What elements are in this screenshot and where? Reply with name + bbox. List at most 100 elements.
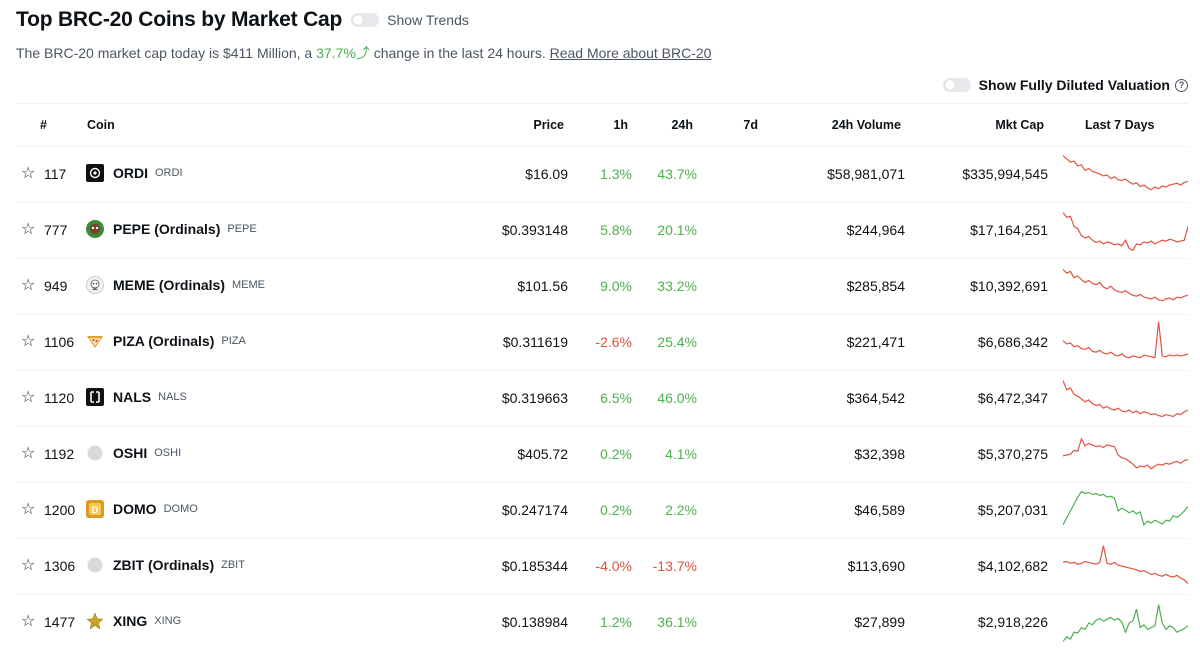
col-7d[interactable]: 7d — [743, 118, 758, 132]
page-title: Top BRC-20 Coins by Market Cap — [16, 8, 343, 31]
coin-logo-icon — [86, 388, 104, 406]
coin-name: OSHI — [113, 445, 148, 461]
coin-name: NALS — [113, 389, 152, 405]
sparkline-line — [1063, 155, 1188, 191]
coin-change-1h: -2.6% — [595, 334, 632, 350]
coin-change-24h: 20.1% — [657, 222, 697, 238]
coin-change-24h: 33.2% — [657, 278, 697, 294]
coin-market-cap: $10,392,691 — [970, 278, 1048, 294]
star-icon[interactable]: ☆ — [21, 277, 36, 294]
col-coin[interactable]: Coin — [87, 118, 115, 132]
coin-name: PEPE (Ordinals) — [113, 221, 221, 237]
coin-market-cap: $2,918,226 — [977, 614, 1048, 630]
coin-change-1h: 5.8% — [600, 222, 632, 238]
col-rank[interactable]: # — [40, 118, 47, 132]
col-last-7-days: Last 7 Days — [1085, 118, 1155, 132]
col-mkt-cap[interactable]: Mkt Cap — [995, 118, 1044, 132]
star-icon[interactable]: ☆ — [21, 613, 36, 630]
coin-rank: 1106 — [44, 334, 75, 350]
coin-change-24h: 46.0% — [657, 390, 697, 406]
coin-price: $0.311619 — [502, 334, 568, 350]
coin-symbol: MEME — [232, 279, 266, 291]
coin-link[interactable]: XING XING — [86, 612, 181, 630]
table-row[interactable]: ☆ 1106 PIZA (Ordinals) PIZA $0.311619 -2.6% 25… — [16, 314, 1188, 370]
coin-market-cap: $5,207,031 — [977, 502, 1048, 518]
coin-symbol: PEPE — [227, 223, 257, 235]
coin-24h-volume: $32,398 — [854, 446, 905, 462]
sparkline-chart — [1063, 490, 1188, 526]
coin-symbol: PIZA — [221, 335, 246, 347]
coin-24h-volume: $364,542 — [846, 390, 905, 406]
star-icon[interactable]: ☆ — [21, 445, 36, 462]
coin-change-24h: 2.2% — [665, 502, 697, 518]
coin-market-cap: $335,994,545 — [962, 166, 1048, 182]
coin-change-1h: -4.0% — [595, 558, 632, 574]
summary-change-pct: 37.7%⤴ — [316, 45, 370, 61]
coin-logo-icon — [86, 164, 104, 182]
coin-24h-volume: $244,964 — [846, 222, 905, 238]
table-header-row: # Coin Price 1h 24h 7d 24h Volume Mkt Ca… — [16, 103, 1188, 146]
coin-link[interactable]: PIZA (Ordinals) PIZA — [86, 332, 246, 350]
table-row[interactable]: ☆ 1477 XING XING $0.138984 1.2% 36.1% $27,899 $2… — [16, 594, 1188, 650]
coin-market-cap: $6,686,342 — [977, 334, 1048, 350]
coin-price: $101.56 — [517, 278, 568, 294]
star-icon[interactable]: ☆ — [21, 165, 36, 182]
coin-symbol: DOMO — [163, 503, 198, 515]
coin-link[interactable]: ZBIT (Ordinals) ZBIT — [86, 556, 245, 574]
sparkline-chart — [1063, 212, 1188, 252]
help-icon[interactable]: ? — [1175, 78, 1188, 92]
coin-link[interactable]: ORDI ORDI — [86, 164, 183, 182]
coin-link[interactable]: PEPE (Ordinals) PEPE — [86, 220, 257, 238]
coin-link[interactable]: MEME (Ordinals) MEME — [86, 276, 265, 294]
star-icon[interactable]: ☆ — [21, 333, 36, 350]
col-24h[interactable]: 24h — [671, 118, 693, 132]
coin-link[interactable]: OSHI OSHI — [86, 444, 181, 462]
coin-symbol: ORDI — [155, 167, 183, 179]
coin-logo-icon — [86, 612, 104, 630]
star-icon[interactable]: ☆ — [21, 557, 36, 574]
show-trends-toggle[interactable] — [351, 13, 380, 27]
coin-rank: 1200 — [44, 502, 76, 518]
coin-change-24h: 43.7% — [657, 166, 697, 182]
sparkline-line — [1063, 321, 1188, 359]
sparkline-line — [1063, 380, 1188, 418]
star-icon[interactable]: ☆ — [21, 221, 36, 238]
summary-prefix: The BRC-20 market cap today is $411 Mill… — [16, 45, 313, 61]
table-row[interactable]: ☆ 949 MEME (Ordinals) MEME $101.56 9.0% 33.2% $… — [16, 258, 1188, 314]
coin-change-24h: -13.7% — [652, 558, 697, 574]
coins-table: # Coin Price 1h 24h 7d 24h Volume Mkt Ca… — [16, 103, 1188, 650]
col-24h-volume[interactable]: 24h Volume — [831, 118, 901, 132]
fdv-label: Show Fully Diluted Valuation — [978, 77, 1170, 93]
coin-market-cap: $17,164,251 — [970, 222, 1048, 238]
coin-name: ZBIT (Ordinals) — [113, 557, 215, 573]
star-icon[interactable]: ☆ — [21, 389, 36, 406]
coin-name: ORDI — [113, 165, 148, 181]
fdv-control: Show Fully Diluted Valuation ? — [942, 77, 1188, 93]
coin-logo-icon — [86, 276, 104, 294]
coin-change-24h: 4.1% — [665, 446, 697, 462]
coin-24h-volume: $113,690 — [847, 558, 905, 574]
coin-24h-volume: $285,854 — [846, 278, 905, 294]
sparkline-line — [1063, 212, 1188, 252]
read-more-link[interactable]: Read More about BRC-20 — [549, 45, 712, 61]
col-1h[interactable]: 1h — [613, 118, 628, 132]
star-icon[interactable]: ☆ — [21, 501, 36, 518]
table-row[interactable]: ☆ 1192 OSHI OSHI $405.72 0.2% 4.1% $32,398 $5,37… — [16, 426, 1188, 482]
coin-link[interactable]: NALS NALS — [86, 388, 187, 406]
table-row[interactable]: ☆ 117 ORDI ORDI $16.09 1.3% 43.7% $58,981,071 $3… — [16, 146, 1188, 202]
table-row[interactable]: ☆ 777 PEPE (Ordinals) PEPE $0.393148 5.8% 20.1… — [16, 202, 1188, 258]
table-row[interactable]: ☆ 1120 NALS NALS $0.319663 6.5% 46.0% $364,542 $… — [16, 370, 1188, 426]
fdv-toggle[interactable] — [942, 78, 971, 92]
coin-24h-volume: $221,471 — [846, 334, 905, 350]
coin-24h-volume: $46,589 — [854, 502, 905, 518]
col-price[interactable]: Price — [533, 118, 564, 132]
coin-24h-volume: $27,899 — [854, 614, 905, 630]
coin-logo-icon — [86, 332, 104, 350]
coin-name: XING — [113, 613, 148, 629]
sparkline-chart — [1063, 269, 1188, 302]
coin-link[interactable]: D DOMO DOMO — [86, 500, 198, 518]
table-row[interactable]: ☆ 1200 D DOMO DOMO $0.247174 0.2% 2.2% $46,589 $5… — [16, 482, 1188, 538]
coin-change-1h: 9.0% — [600, 278, 632, 294]
table-row[interactable]: ☆ 1306 ZBIT (Ordinals) ZBIT $0.185344 -4.0% -1… — [16, 538, 1188, 594]
sparkline-chart — [1063, 545, 1188, 585]
